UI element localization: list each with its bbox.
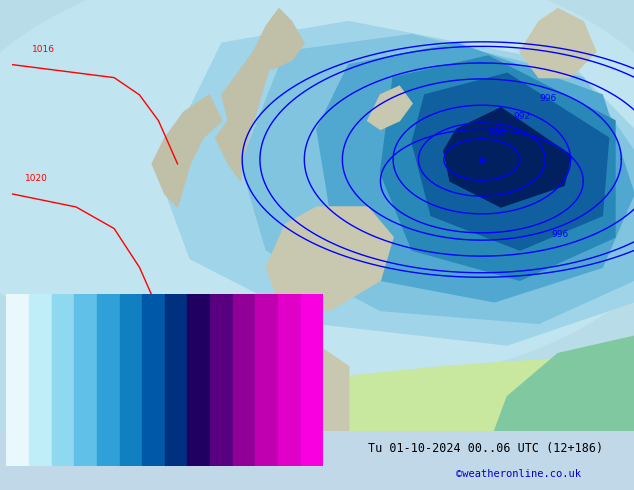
Polygon shape <box>158 22 634 345</box>
Bar <box>120 294 142 466</box>
Text: 992: 992 <box>514 112 531 121</box>
Polygon shape <box>266 207 393 311</box>
Text: 996: 996 <box>539 94 556 103</box>
Polygon shape <box>380 56 615 280</box>
Text: 996: 996 <box>552 230 569 239</box>
Bar <box>256 294 278 466</box>
Text: Precipitation [mm] ECMWF: Precipitation [mm] ECMWF <box>6 442 178 455</box>
Polygon shape <box>444 108 571 207</box>
Bar <box>188 294 210 466</box>
Polygon shape <box>254 9 304 69</box>
Polygon shape <box>412 74 609 250</box>
Polygon shape <box>368 86 412 129</box>
Text: 988: 988 <box>488 127 505 137</box>
Bar <box>233 294 256 466</box>
Text: 1016: 1016 <box>32 45 55 54</box>
Polygon shape <box>216 34 279 181</box>
Polygon shape <box>241 34 634 323</box>
Text: 1020: 1020 <box>266 411 289 420</box>
Bar <box>278 294 301 466</box>
Bar <box>301 294 323 466</box>
Text: ©weatheronline.co.uk: ©weatheronline.co.uk <box>456 469 581 479</box>
Bar <box>6 294 29 466</box>
Polygon shape <box>190 354 634 431</box>
Bar <box>97 294 120 466</box>
Bar <box>210 294 233 466</box>
Polygon shape <box>495 336 634 431</box>
Polygon shape <box>317 43 634 302</box>
Bar <box>29 294 51 466</box>
FancyArrowPatch shape <box>326 377 330 382</box>
Bar <box>165 294 188 466</box>
Ellipse shape <box>0 0 634 388</box>
Polygon shape <box>152 95 222 207</box>
Bar <box>142 294 165 466</box>
Polygon shape <box>520 9 596 77</box>
Bar <box>74 294 97 466</box>
Polygon shape <box>190 323 349 431</box>
Bar <box>51 294 74 466</box>
Text: 1020: 1020 <box>25 174 48 183</box>
Text: Tu 01-10-2024 00..06 UTC (12+186): Tu 01-10-2024 00..06 UTC (12+186) <box>368 442 603 455</box>
